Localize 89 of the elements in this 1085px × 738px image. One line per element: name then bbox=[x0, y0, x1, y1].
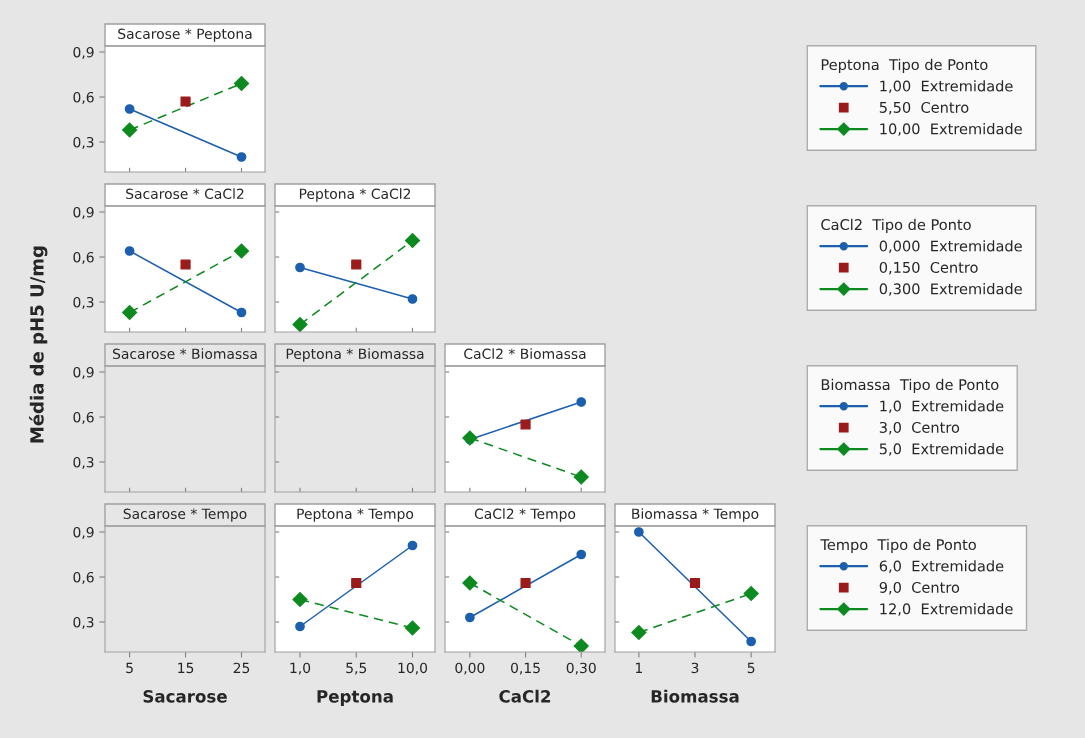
point bbox=[292, 316, 308, 332]
chart-title: Sacarose * Biomassa bbox=[113, 348, 257, 360]
y-tick-label: 0,6 bbox=[73, 571, 94, 584]
x-tick-label: 0,00 bbox=[455, 662, 485, 675]
point bbox=[122, 122, 138, 138]
legend-label: 1,0 Extremidade bbox=[880, 400, 1004, 414]
x-axis-title: Sacarose bbox=[143, 690, 227, 703]
point bbox=[236, 152, 247, 162]
point bbox=[462, 430, 478, 446]
legend-label: 5,50 Centro bbox=[879, 101, 969, 115]
point bbox=[122, 304, 138, 321]
point bbox=[233, 75, 250, 92]
point bbox=[462, 575, 478, 591]
point bbox=[233, 243, 250, 259]
chart-title: Biomassa * Tempo bbox=[632, 508, 759, 522]
legend-label: 1,00 Extremidade bbox=[880, 80, 1013, 94]
chart-title: Peptona * CaCl2 bbox=[299, 188, 411, 202]
legend-title: CaCl2 Tipo de Ponto bbox=[821, 218, 971, 233]
y-tick-label: 0,6 bbox=[73, 411, 94, 424]
point bbox=[404, 232, 421, 249]
x-axis-title: Peptona bbox=[317, 690, 393, 706]
chart-title: Peptona * Tempo bbox=[297, 508, 414, 522]
y-tick-label: 0,9 bbox=[73, 526, 94, 539]
point bbox=[404, 620, 421, 636]
y-tick-label: 0,9 bbox=[73, 206, 94, 219]
y-tick-label: 0,3 bbox=[73, 136, 94, 149]
legend-label: 10,00 Extremidade bbox=[880, 123, 1022, 136]
point bbox=[351, 259, 362, 270]
point bbox=[576, 549, 587, 560]
x-tick-label: 5 bbox=[126, 662, 133, 674]
y-tick-label: 0,3 bbox=[73, 616, 94, 629]
chart-title: Sacarose * Tempo bbox=[123, 508, 247, 522]
legend-label: 3,0 Centro bbox=[879, 421, 960, 435]
x-tick-label: 25 bbox=[233, 662, 250, 674]
y-tick-label: 0,9 bbox=[73, 366, 94, 379]
chart-title: Peptona * Biomassa bbox=[286, 348, 424, 362]
x-tick-label: 5,5 bbox=[346, 662, 367, 675]
chart-title: CaCl2 * Tempo bbox=[474, 508, 576, 522]
point bbox=[407, 294, 418, 304]
x-tick-label: 15 bbox=[178, 662, 194, 674]
legend-label: 12,0 Extremidade bbox=[880, 603, 1013, 616]
x-tick-label: 10,0 bbox=[398, 662, 428, 675]
x-tick-label: 0,15 bbox=[511, 662, 540, 675]
point bbox=[465, 612, 475, 623]
legend-title: Peptona Tipo de Ponto bbox=[821, 58, 988, 73]
legend-title: Biomassa Tipo de Ponto bbox=[821, 378, 999, 393]
point bbox=[633, 527, 644, 537]
point bbox=[631, 624, 647, 641]
point bbox=[576, 397, 587, 407]
x-tick-label: 3 bbox=[691, 662, 699, 674]
y-tick-label: 0,9 bbox=[73, 46, 94, 59]
point bbox=[292, 591, 308, 608]
point bbox=[295, 262, 305, 273]
point bbox=[407, 540, 418, 551]
x-tick-label: 0,30 bbox=[566, 662, 596, 675]
y-axis-title: Média de pH5 U/mg bbox=[29, 246, 48, 443]
point bbox=[124, 104, 135, 114]
point bbox=[180, 259, 191, 270]
point bbox=[236, 307, 247, 318]
y-tick-label: 0,6 bbox=[73, 91, 94, 104]
legend-label: 0,300 Extremidade bbox=[879, 283, 1022, 296]
point bbox=[351, 577, 362, 589]
legend-label: 5,0 Extremidade bbox=[879, 443, 1004, 456]
point bbox=[573, 469, 589, 485]
y-tick-label: 0,6 bbox=[73, 251, 94, 264]
x-tick-label: 5 bbox=[747, 662, 755, 674]
x-tick-label: 1 bbox=[635, 662, 642, 673]
point bbox=[743, 585, 759, 602]
chart-title: Sacarose * Peptona bbox=[118, 28, 252, 42]
legend-label: 9,0 Centro bbox=[879, 581, 960, 595]
chart-title: CaCl2 * Biomassa bbox=[464, 348, 586, 360]
x-axis-title: Biomassa bbox=[651, 689, 739, 703]
legend-label: 0,150 Centro bbox=[879, 261, 978, 275]
point bbox=[573, 638, 589, 652]
point bbox=[520, 419, 531, 430]
point bbox=[180, 96, 191, 107]
point bbox=[689, 577, 701, 589]
y-tick-label: 0,3 bbox=[73, 296, 94, 309]
x-axis-title: CaCl2 bbox=[499, 689, 551, 703]
x-tick-label: 1,0 bbox=[290, 662, 311, 675]
point bbox=[124, 246, 135, 256]
point bbox=[295, 621, 305, 632]
legend-label: 6,0 Extremidade bbox=[879, 560, 1004, 574]
point bbox=[520, 577, 531, 589]
legend-label: 0,000 Extremidade bbox=[879, 240, 1022, 254]
y-tick-label: 0,3 bbox=[73, 456, 94, 469]
legend-title: Tempo Tipo de Ponto bbox=[820, 538, 976, 553]
chart-title: Sacarose * CaCl2 bbox=[126, 188, 244, 200]
point bbox=[746, 636, 757, 647]
